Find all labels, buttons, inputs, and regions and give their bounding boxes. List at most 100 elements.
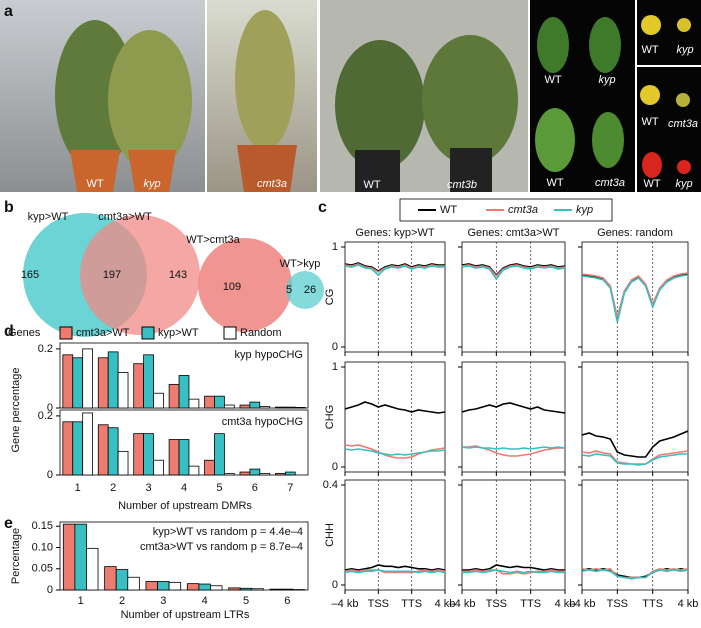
column-title: Genes: cmt3a>WT bbox=[467, 227, 559, 239]
panel-title: kyp hypoCHG bbox=[235, 349, 303, 361]
bar bbox=[63, 524, 75, 590]
photo-label: kyp bbox=[675, 178, 692, 190]
y-axis-label: Percentage bbox=[10, 528, 22, 584]
bar bbox=[179, 376, 189, 409]
legend-label: cmt3a>WT bbox=[76, 327, 130, 339]
y-tick-label: 0 bbox=[47, 469, 53, 481]
photo-label: WT bbox=[363, 179, 380, 191]
column-title: Genes: kyp>WT bbox=[355, 227, 434, 239]
x-tick-label: TTS bbox=[401, 598, 422, 610]
bar bbox=[205, 396, 215, 408]
bar bbox=[154, 393, 164, 408]
panel-frame bbox=[345, 242, 445, 352]
y-tick-label: 0 bbox=[47, 584, 53, 596]
photo-label: cmt3a bbox=[257, 178, 287, 190]
annotation: kyp>WT vs random p = 4.4e–4 bbox=[153, 526, 303, 538]
panel-label: a bbox=[4, 3, 13, 20]
panel-label: c bbox=[318, 199, 327, 216]
line-series bbox=[345, 565, 445, 570]
y-tick-label: 0.2 bbox=[38, 410, 53, 422]
panel-frame bbox=[582, 242, 688, 352]
x-tick-label: 4 bbox=[202, 595, 208, 607]
bar bbox=[229, 588, 241, 590]
bar bbox=[169, 582, 181, 590]
venn-label: cmt3a>WT bbox=[98, 211, 152, 223]
bar bbox=[98, 425, 108, 475]
bar bbox=[116, 570, 128, 590]
y-tick-label: 0 bbox=[332, 341, 338, 353]
legend-label: cmt3a bbox=[508, 204, 538, 216]
legend-label: kyp bbox=[576, 204, 593, 216]
bar bbox=[169, 440, 179, 475]
x-tick-label: TSS bbox=[368, 598, 389, 610]
bar bbox=[105, 567, 117, 590]
x-tick-label: TSS bbox=[607, 598, 628, 610]
y-tick-label: 0.10 bbox=[32, 541, 53, 553]
plant bbox=[422, 35, 518, 165]
photo-label: kyp bbox=[676, 44, 693, 56]
bar bbox=[86, 548, 98, 590]
bar bbox=[158, 582, 170, 591]
bar bbox=[210, 586, 222, 590]
venn-count: 165 bbox=[21, 269, 39, 281]
venn-count: 197 bbox=[103, 269, 121, 281]
legend-label: kyp>WT bbox=[158, 327, 199, 339]
venn-count: 26 bbox=[304, 284, 316, 296]
bar bbox=[83, 349, 93, 408]
bar bbox=[240, 405, 250, 408]
flower bbox=[677, 18, 691, 32]
leaf bbox=[589, 17, 621, 73]
bar bbox=[214, 396, 224, 408]
bar bbox=[260, 407, 270, 408]
photo-label: kyp bbox=[598, 74, 615, 86]
x-tick-label: –4 kb bbox=[449, 598, 476, 610]
bar bbox=[134, 434, 144, 475]
bar bbox=[83, 413, 93, 475]
legend-title: Genes bbox=[8, 327, 41, 339]
bar bbox=[154, 460, 164, 475]
column-title: Genes: random bbox=[597, 227, 673, 239]
bar bbox=[295, 407, 305, 408]
fruit bbox=[677, 160, 691, 174]
bar bbox=[187, 584, 199, 590]
bar bbox=[146, 582, 158, 591]
bar bbox=[224, 474, 234, 475]
photo-label: WT bbox=[546, 177, 563, 189]
photo-label: cmt3b bbox=[447, 179, 477, 191]
flower bbox=[640, 85, 660, 105]
bar bbox=[205, 460, 215, 475]
bar bbox=[144, 434, 154, 475]
panel-frame bbox=[345, 362, 445, 472]
flower bbox=[641, 15, 661, 35]
bar bbox=[63, 355, 73, 408]
bar bbox=[214, 434, 224, 475]
photo-label: WT bbox=[641, 44, 658, 56]
panel-label: b bbox=[4, 199, 14, 216]
plant bbox=[235, 10, 295, 150]
bar bbox=[179, 440, 189, 475]
x-tick-label: 5 bbox=[216, 482, 222, 494]
bar bbox=[250, 402, 260, 408]
bar bbox=[73, 422, 83, 475]
line-series bbox=[345, 402, 445, 413]
leaf bbox=[537, 17, 569, 73]
line-series bbox=[462, 403, 565, 413]
x-axis-label: Number of upstream LTRs bbox=[121, 609, 250, 621]
bar bbox=[199, 584, 211, 590]
legend-label: Random bbox=[240, 327, 282, 339]
bar bbox=[240, 472, 250, 475]
row-label: CG bbox=[324, 289, 336, 306]
venn-label: kyp>WT bbox=[28, 211, 69, 223]
line-series bbox=[462, 565, 565, 570]
x-tick-label: 3 bbox=[146, 482, 152, 494]
legend-label: WT bbox=[440, 204, 457, 216]
bar bbox=[260, 474, 270, 475]
venn-count: 109 bbox=[223, 281, 241, 293]
bar bbox=[98, 358, 108, 408]
bar bbox=[63, 422, 73, 475]
photo-panel bbox=[0, 0, 701, 192]
row-label: CHG bbox=[324, 405, 336, 429]
leaf bbox=[592, 112, 624, 168]
y-tick-label: 0.05 bbox=[32, 563, 53, 575]
